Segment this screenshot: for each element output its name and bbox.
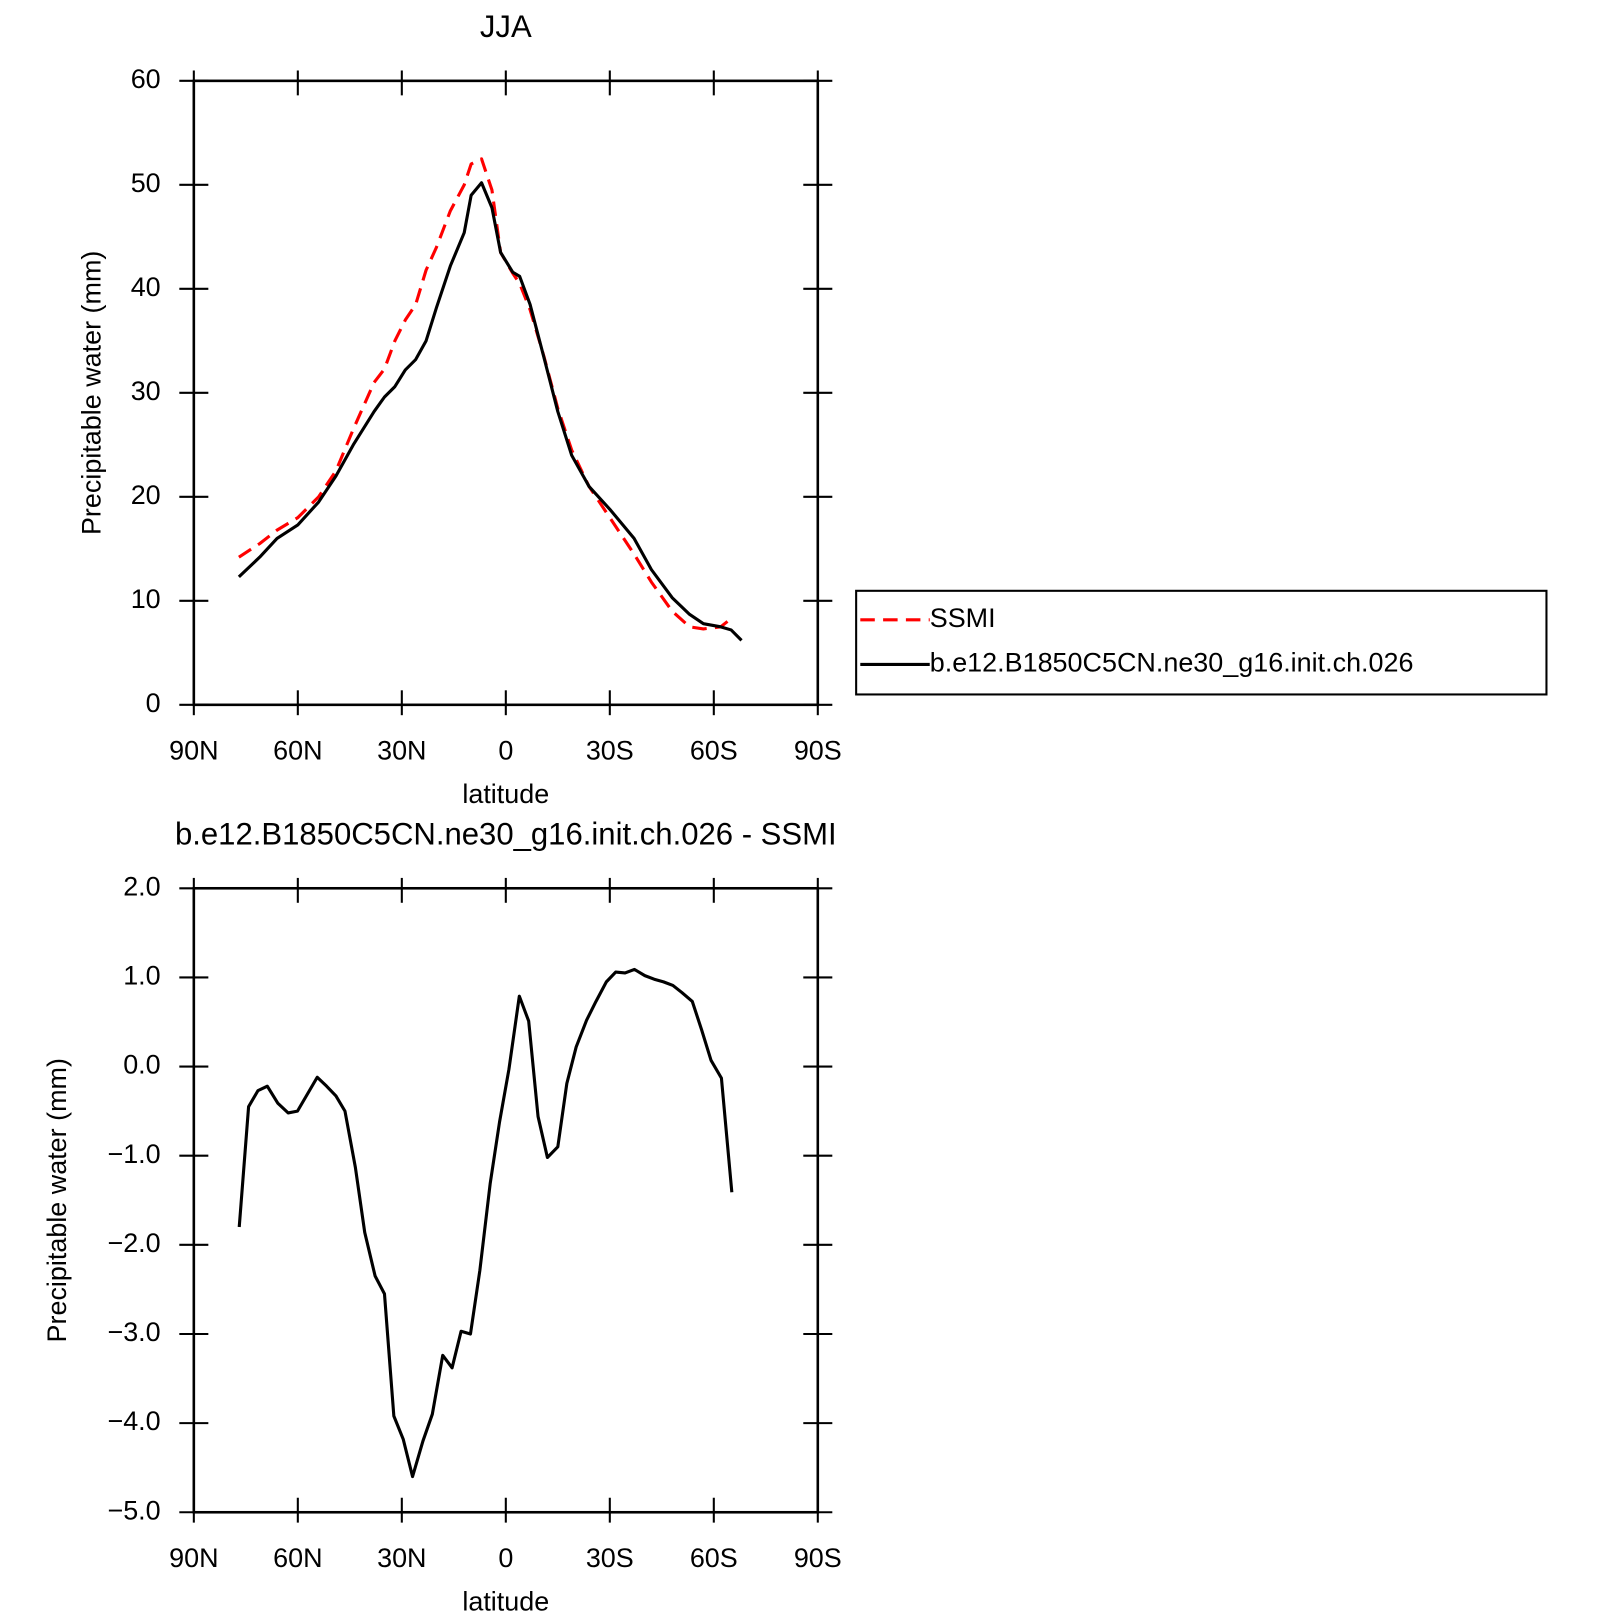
figure-content: JJA latitude Precipitable water (mm) 0 10 20 3… [42, 9, 1548, 1617]
y-tick-label: −3.0 [107, 1317, 160, 1347]
legend-box [855, 589, 1548, 696]
y-tick-label: 0.0 [123, 1050, 160, 1080]
x-tick-label: 90S [794, 1543, 842, 1573]
y-axis-label: Precipitable water (mm) [76, 251, 106, 535]
data-line [238, 157, 733, 631]
y-tick-label: 2.0 [123, 871, 160, 901]
data-line [237, 181, 743, 642]
legend-label: b.e12.B1850C5CN.ne30_g16.init.ch.026 [930, 648, 1414, 678]
chart-title: JJA [480, 9, 532, 44]
x-tick-label: 90S [794, 736, 842, 766]
chart-panel: JJA latitude Precipitable water (mm) 0 10 20 3… [76, 9, 1548, 809]
y-tick-label: 20 [131, 480, 161, 510]
y-tick-label: −1.0 [107, 1139, 160, 1169]
y-tick-label: −2.0 [107, 1228, 160, 1258]
x-tick-label: 60S [690, 1543, 738, 1573]
y-tick-label: 60 [131, 64, 161, 94]
y-tick-label: −4.0 [107, 1406, 160, 1436]
y-tick-label: 1.0 [123, 961, 160, 991]
x-tick-label: 60N [273, 1543, 322, 1573]
y-tick-label: 10 [131, 584, 161, 614]
x-tick-label: 60S [690, 736, 738, 766]
x-tick-label: 90N [169, 736, 218, 766]
x-axis-label: latitude [462, 779, 549, 809]
x-tick-label: 30N [377, 1543, 426, 1573]
x-tick-label: 30S [586, 1543, 634, 1573]
x-tick-label: 90N [169, 1543, 218, 1573]
x-tick-label: 30N [377, 736, 426, 766]
x-tick-label: 60N [273, 736, 322, 766]
y-tick-label: −5.0 [107, 1495, 160, 1525]
y-tick-label: 40 [131, 272, 161, 302]
x-axis-label: latitude [462, 1587, 549, 1617]
y-tick-label: 30 [131, 376, 161, 406]
y-tick-label: 0 [146, 688, 161, 718]
x-tick-label: 30S [586, 736, 634, 766]
plot-frame [192, 79, 820, 707]
chart-title: b.e12.B1850C5CN.ne30_g16.init.ch.026 - S… [175, 817, 837, 852]
x-tick-label: 0 [498, 736, 513, 766]
legend-label: SSMI [930, 603, 996, 633]
plot-frame [192, 886, 820, 1514]
data-line [237, 967, 734, 1479]
y-tick-label: 50 [131, 168, 161, 198]
chart-panel: b.e12.B1850C5CN.ne30_g16.init.ch.026 - S… [42, 817, 842, 1617]
y-axis-label: Precipitable water (mm) [42, 1058, 72, 1342]
x-tick-label: 0 [498, 1543, 513, 1573]
